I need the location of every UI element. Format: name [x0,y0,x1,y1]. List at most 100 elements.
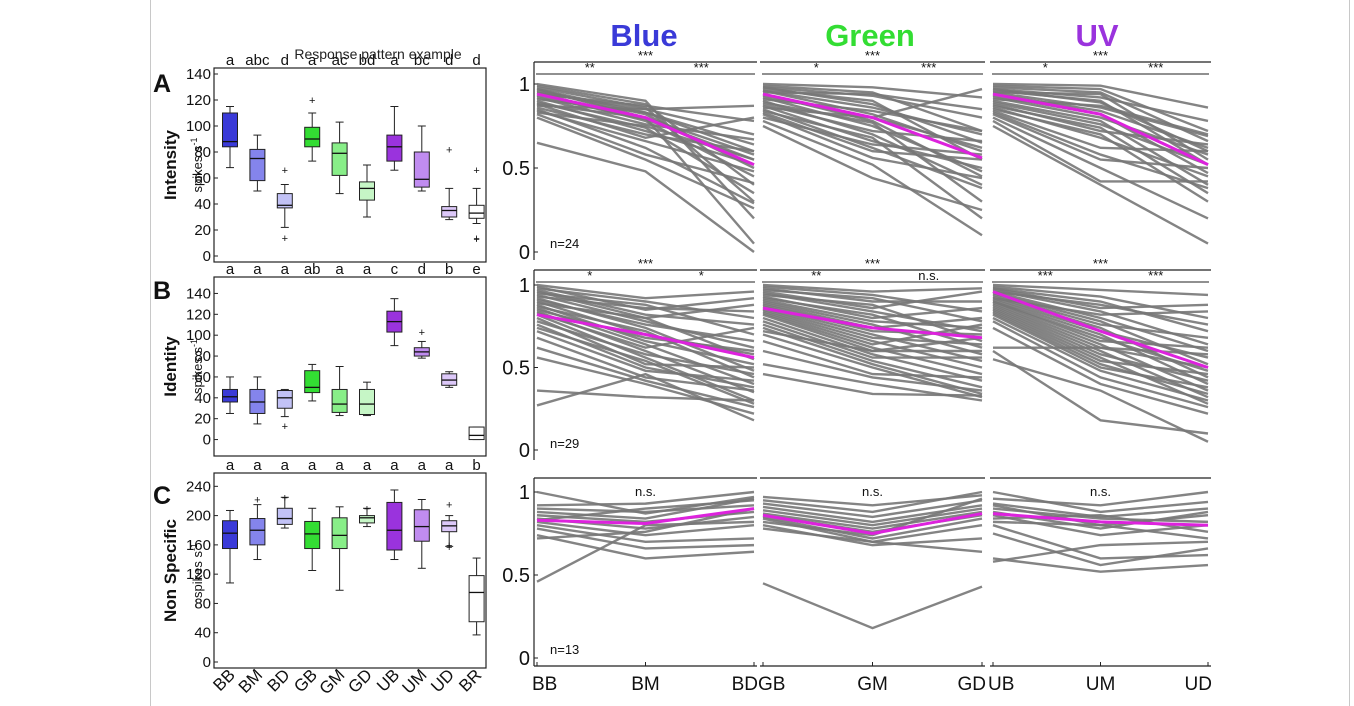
significance-letter-GM: a [335,457,344,474]
individual-line [992,349,1209,435]
individual-line [992,300,1209,349]
significance-letter-BR: e [472,261,480,278]
sig-label-13: *** [865,48,880,63]
individual-line [992,520,1209,540]
mean-line [536,92,755,167]
individual-line [536,533,755,560]
significance-letter-UM: bc [414,52,430,69]
individual-line [762,372,983,397]
figure-frame [150,0,1350,706]
y-tick-label: 60 [194,170,211,187]
box-UD [441,206,458,218]
x-tick-label-UB: UB [988,674,1014,695]
individual-line [536,326,755,405]
x-tick-label-BM: BM [235,665,266,696]
y-tick-label: 0 [519,440,530,462]
box-UB [386,134,403,162]
individual-line [762,311,983,376]
mean-line [762,92,983,160]
x-tick-label-GD: GD [344,665,375,696]
y-tick-label: 100 [186,118,211,135]
individual-line [992,109,1209,153]
individual-line [762,499,983,519]
outlier-marker: + [282,421,288,433]
significance-letter-BR: b [472,457,480,474]
box-BM [249,148,266,182]
individual-line [992,290,1209,353]
y-tick-label: 0 [203,432,211,449]
individual-line [536,499,755,522]
individual-line [536,524,755,544]
y-tick-label: 80 [194,144,211,161]
individual-line [992,490,1209,514]
individual-line [762,86,983,119]
individual-line [762,124,983,212]
y-unit-superscript: -1 [189,138,199,146]
y-tick-label: 120 [186,306,211,323]
x-tick-label-GD: GD [958,674,987,695]
individual-line [992,532,1209,567]
individual-line [762,320,982,359]
box-axes-frame [213,276,487,457]
mean-line [762,306,983,340]
y-tick-label: 40 [194,390,211,407]
significance-letter-GD: a [363,457,372,474]
significance-letter-BM: abc [245,52,270,69]
x-tick-label-UM: UM [398,665,430,697]
box-GD [359,388,375,416]
significance-letter-BM: a [253,261,262,278]
y-tick-label: 1 [519,482,530,504]
panel-label: A [153,70,171,98]
individual-line [992,287,1209,333]
outlier-marker: + [473,165,479,177]
individual-line [992,96,1209,156]
individual-line [536,283,755,300]
outlier-marker: + [446,500,452,512]
box-GB [304,126,321,148]
significance-letter-UB: a [390,457,399,474]
y-tick-label: 1 [519,275,530,297]
box-BB [222,520,238,550]
box-BR [468,426,485,441]
individual-line [536,311,755,349]
x-tick-label-GM: GM [316,665,349,698]
n-count-label: n=29 [550,436,579,451]
individual-line [762,507,983,527]
individual-line [536,497,755,520]
individual-line [762,297,983,349]
x-tick-label-GB: GB [758,674,785,695]
y-tick-label: 80 [194,348,211,365]
individual-line [536,372,755,422]
individual-line [762,293,983,343]
x-tick-label-BD: BD [263,665,293,695]
individual-line [992,116,1209,220]
outlier-marker: + [282,165,288,177]
significance-letter-UD: d [445,52,453,69]
significance-letter-GM: ac [332,52,348,69]
significance-letter-GD: a [363,261,372,278]
line-group-uv: *** *** *** [990,256,1211,443]
individual-line [992,316,1209,402]
sig-label-23: *** [1148,268,1163,283]
y-tick-label: 80 [194,595,211,612]
box-BM [249,518,266,546]
y-tick-label: 60 [194,369,211,386]
y-tick-label: 40 [194,625,211,642]
individual-line [536,520,755,537]
individual-line [536,330,755,382]
individual-line [762,109,983,220]
sig-label-12: * [814,60,819,75]
individual-line [536,92,755,123]
significance-letter-UB: a [390,52,399,69]
individual-line [762,326,983,396]
y-tick-label: 0.5 [502,358,530,380]
individual-line [992,124,1209,245]
box-UB [386,501,403,551]
individual-line [762,310,983,346]
outlier-marker: + [282,233,288,245]
individual-line [993,346,1209,356]
outlier-marker: + [473,234,479,246]
outlier-marker: + [254,494,260,506]
box-GD [359,181,375,201]
